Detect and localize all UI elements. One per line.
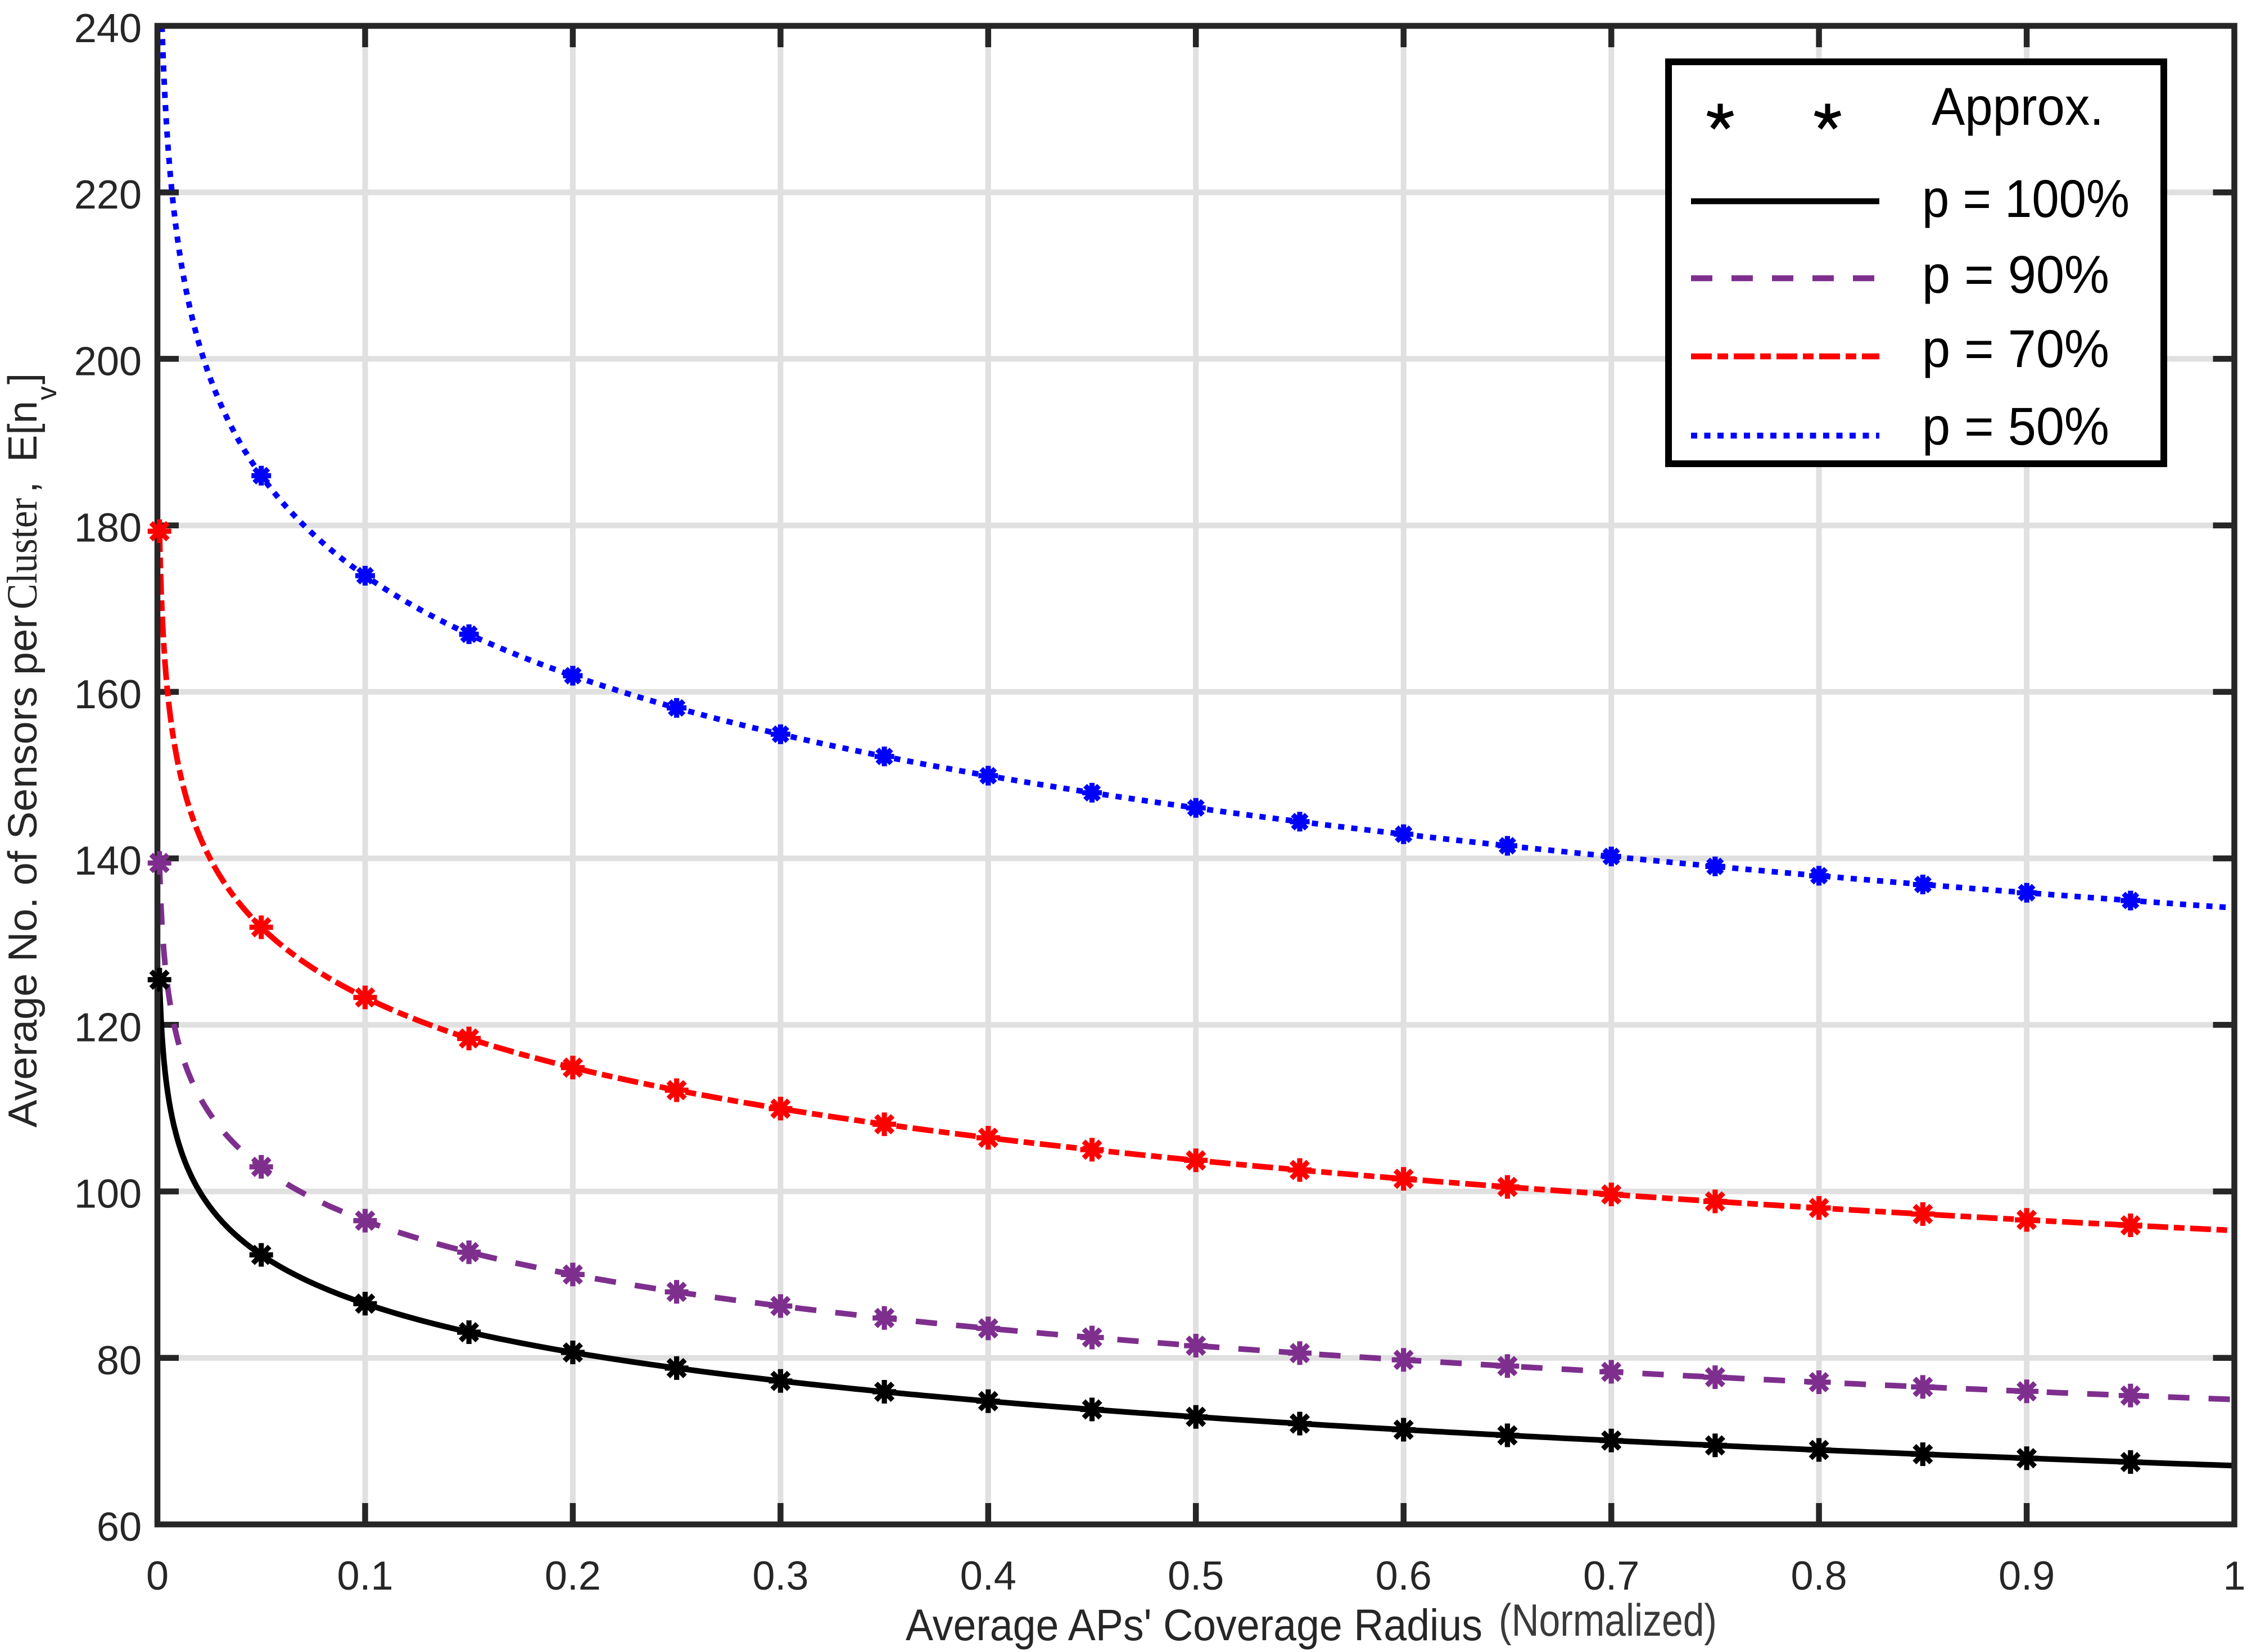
svg-text:p = 50%: p = 50% [1922,397,2109,456]
svg-text:80: 80 [97,1338,142,1383]
svg-text:Cluster: Cluster [0,498,46,609]
svg-text:0.4: 0.4 [960,1554,1016,1599]
svg-text:180: 180 [74,506,142,551]
svg-text:0.2: 0.2 [545,1554,601,1599]
svg-text:0.7: 0.7 [1583,1554,1639,1599]
svg-text:60: 60 [97,1505,142,1550]
svg-text:p = 100%: p = 100% [1922,169,2130,229]
svg-text:100: 100 [74,1172,142,1217]
svg-text:240: 240 [74,6,142,51]
svg-text:Average APs' Coverage Radius: Average APs' Coverage Radius [906,1600,1482,1650]
svg-text:E[n: E[n [0,401,46,462]
svg-text:1: 1 [2223,1554,2245,1599]
svg-text:Approx.: Approx. [1932,77,2104,137]
svg-text:0.1: 0.1 [337,1554,393,1599]
svg-text:p = 90%: p = 90% [1922,245,2109,305]
svg-text:,: , [0,482,46,493]
svg-text:(Normalized): (Normalized) [1499,1595,1717,1646]
svg-text:160: 160 [74,672,142,717]
svg-text:v: v [31,386,62,400]
svg-text:120: 120 [74,1005,142,1050]
svg-text:200: 200 [74,339,142,384]
svg-text:0: 0 [146,1554,169,1599]
svg-text:0.3: 0.3 [752,1554,808,1599]
svg-text:Average No. of Sensors per: Average No. of Sensors per [0,615,46,1128]
svg-text:p = 70%: p = 70% [1922,319,2109,379]
svg-text:140: 140 [74,839,142,884]
svg-text:0.6: 0.6 [1376,1554,1432,1599]
svg-text:0.5: 0.5 [1168,1554,1224,1599]
svg-text:0.8: 0.8 [1791,1554,1847,1599]
svg-text:220: 220 [74,173,142,218]
svg-text:0.9: 0.9 [1999,1554,2055,1599]
svg-text:]: ] [0,373,46,384]
